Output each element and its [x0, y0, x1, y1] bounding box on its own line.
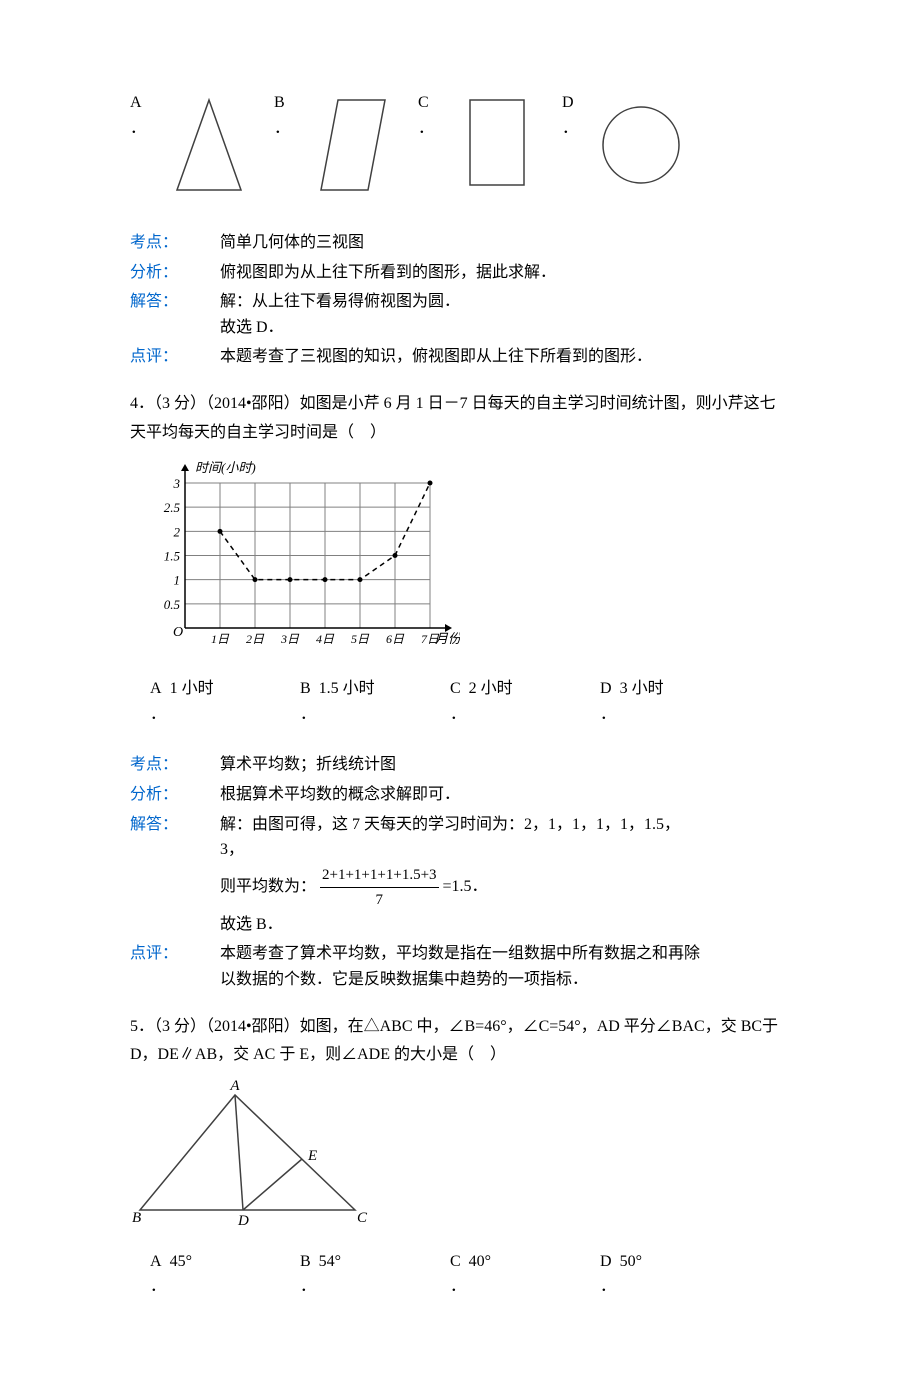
triangle-abc	[140, 1095, 355, 1210]
svg-text:4日: 4日	[316, 632, 335, 646]
label-a: A	[229, 1080, 240, 1094]
svg-text:1日: 1日	[211, 632, 230, 646]
svg-text:1.5: 1.5	[164, 548, 181, 563]
rectangle-icon	[442, 90, 552, 200]
line-ad	[235, 1095, 243, 1210]
kv-key: 解答：	[130, 289, 220, 315]
opt-sub: ．	[274, 120, 290, 137]
svg-text:2日: 2日	[246, 632, 265, 646]
q5-opt-c: C40°．	[450, 1249, 570, 1300]
kv-val: 解：从上往下看易得俯视图为圆．故选 D．	[220, 289, 700, 340]
fraction: 2+1+1+1+1+1.5+37	[320, 863, 439, 912]
q4-opt-b: B1.5 小时．	[300, 676, 420, 727]
svg-text:3日: 3日	[280, 632, 300, 646]
q4-opt-a: A1 小时．	[150, 676, 270, 727]
svg-text:时间(小时): 时间(小时)	[195, 460, 256, 475]
q5-stem: 5．（3 分）（2014•邵阳）如图，在△ABC 中，∠B=46°，∠C=54°…	[130, 1013, 790, 1071]
kv-key: 解答：	[130, 812, 220, 838]
label-d: D	[237, 1213, 249, 1229]
q5-opt-b: B54°．	[300, 1249, 420, 1300]
q3-opt-d: D ．	[562, 90, 696, 200]
q3-opt-a: A ．	[130, 90, 264, 200]
svg-text:2.5: 2.5	[164, 500, 181, 515]
svg-text:月份: 月份	[435, 631, 460, 646]
q4-opt-c: C2 小时．	[450, 676, 570, 727]
opt-letter: C	[418, 94, 429, 111]
line-de	[243, 1159, 302, 1210]
q4-options: A1 小时． B1.5 小时． C2 小时． D3 小时．	[150, 676, 790, 727]
q3-opt-b: B ．	[274, 90, 408, 200]
kv-key: 考点：	[130, 752, 220, 778]
svg-text:6日: 6日	[386, 632, 405, 646]
kv-val: 算术平均数；折线统计图	[220, 752, 700, 778]
kv-val: 本题考查了算术平均数，平均数是指在一组数据中所有数据之和再除以数据的个数．它是反…	[220, 941, 700, 992]
q4-chart: 0.511.522.531日2日3日4日5日6日7日时间(小时)月份O	[140, 458, 790, 667]
kv-val: 俯视图即为从上往下所看到的图形，据此求解．	[220, 260, 700, 286]
circle-icon	[586, 90, 696, 200]
opt-letter: A	[130, 94, 142, 111]
opt-sub: ．	[130, 120, 146, 137]
q5-figure: A B C D E	[130, 1080, 790, 1239]
svg-text:0.5: 0.5	[164, 596, 181, 611]
label-e: E	[307, 1148, 317, 1164]
kv-key: 点评：	[130, 344, 220, 370]
kv-key: 考点：	[130, 230, 220, 256]
q5-opt-a: A45°．	[150, 1249, 270, 1300]
kv-val: 简单几何体的三视图	[220, 230, 700, 256]
opt-letter: B	[274, 94, 285, 111]
q4-stem: 4．（3 分）（2014•邵阳）如图是小芹 6 月 1 日－7 日每天的自主学习…	[130, 390, 790, 448]
opt-sub: ．	[418, 120, 434, 137]
svg-text:5日: 5日	[351, 632, 370, 646]
svg-text:1: 1	[174, 572, 181, 587]
kv-val: 解：由图可得，这 7 天每天的学习时间为：2，1，1，1，1，1.5，3， 则平…	[220, 812, 700, 938]
q3-analysis: 考点：简单几何体的三视图 分析：俯视图即为从上往下所看到的图形，据此求解． 解答…	[130, 230, 790, 370]
svg-text:O: O	[173, 625, 183, 640]
label-b: B	[132, 1210, 141, 1226]
q4-analysis: 考点：算术平均数；折线统计图 分析：根据算术平均数的概念求解即可． 解答： 解：…	[130, 752, 790, 992]
q5-opt-d: D50°．	[600, 1249, 720, 1300]
kv-val: 本题考查了三视图的知识，俯视图即从上往下所看到的图形．	[220, 344, 700, 370]
q4-opt-d: D3 小时．	[600, 676, 720, 727]
kv-key: 分析：	[130, 260, 220, 286]
triangle-icon	[154, 90, 264, 200]
svg-text:2: 2	[174, 524, 181, 539]
opt-letter: D	[562, 94, 574, 111]
label-c: C	[357, 1210, 368, 1226]
kv-val: 根据算术平均数的概念求解即可．	[220, 782, 700, 808]
opt-sub: ．	[562, 120, 578, 137]
parallelogram-icon	[298, 90, 408, 200]
kv-key: 分析：	[130, 782, 220, 808]
q3-options: A ． B ． C ． D ．	[130, 90, 790, 200]
q5-options: A45°． B54°． C40°． D50°．	[150, 1249, 790, 1300]
kv-key: 点评：	[130, 941, 220, 967]
q3-opt-c: C ．	[418, 90, 552, 200]
svg-text:3: 3	[173, 476, 181, 491]
